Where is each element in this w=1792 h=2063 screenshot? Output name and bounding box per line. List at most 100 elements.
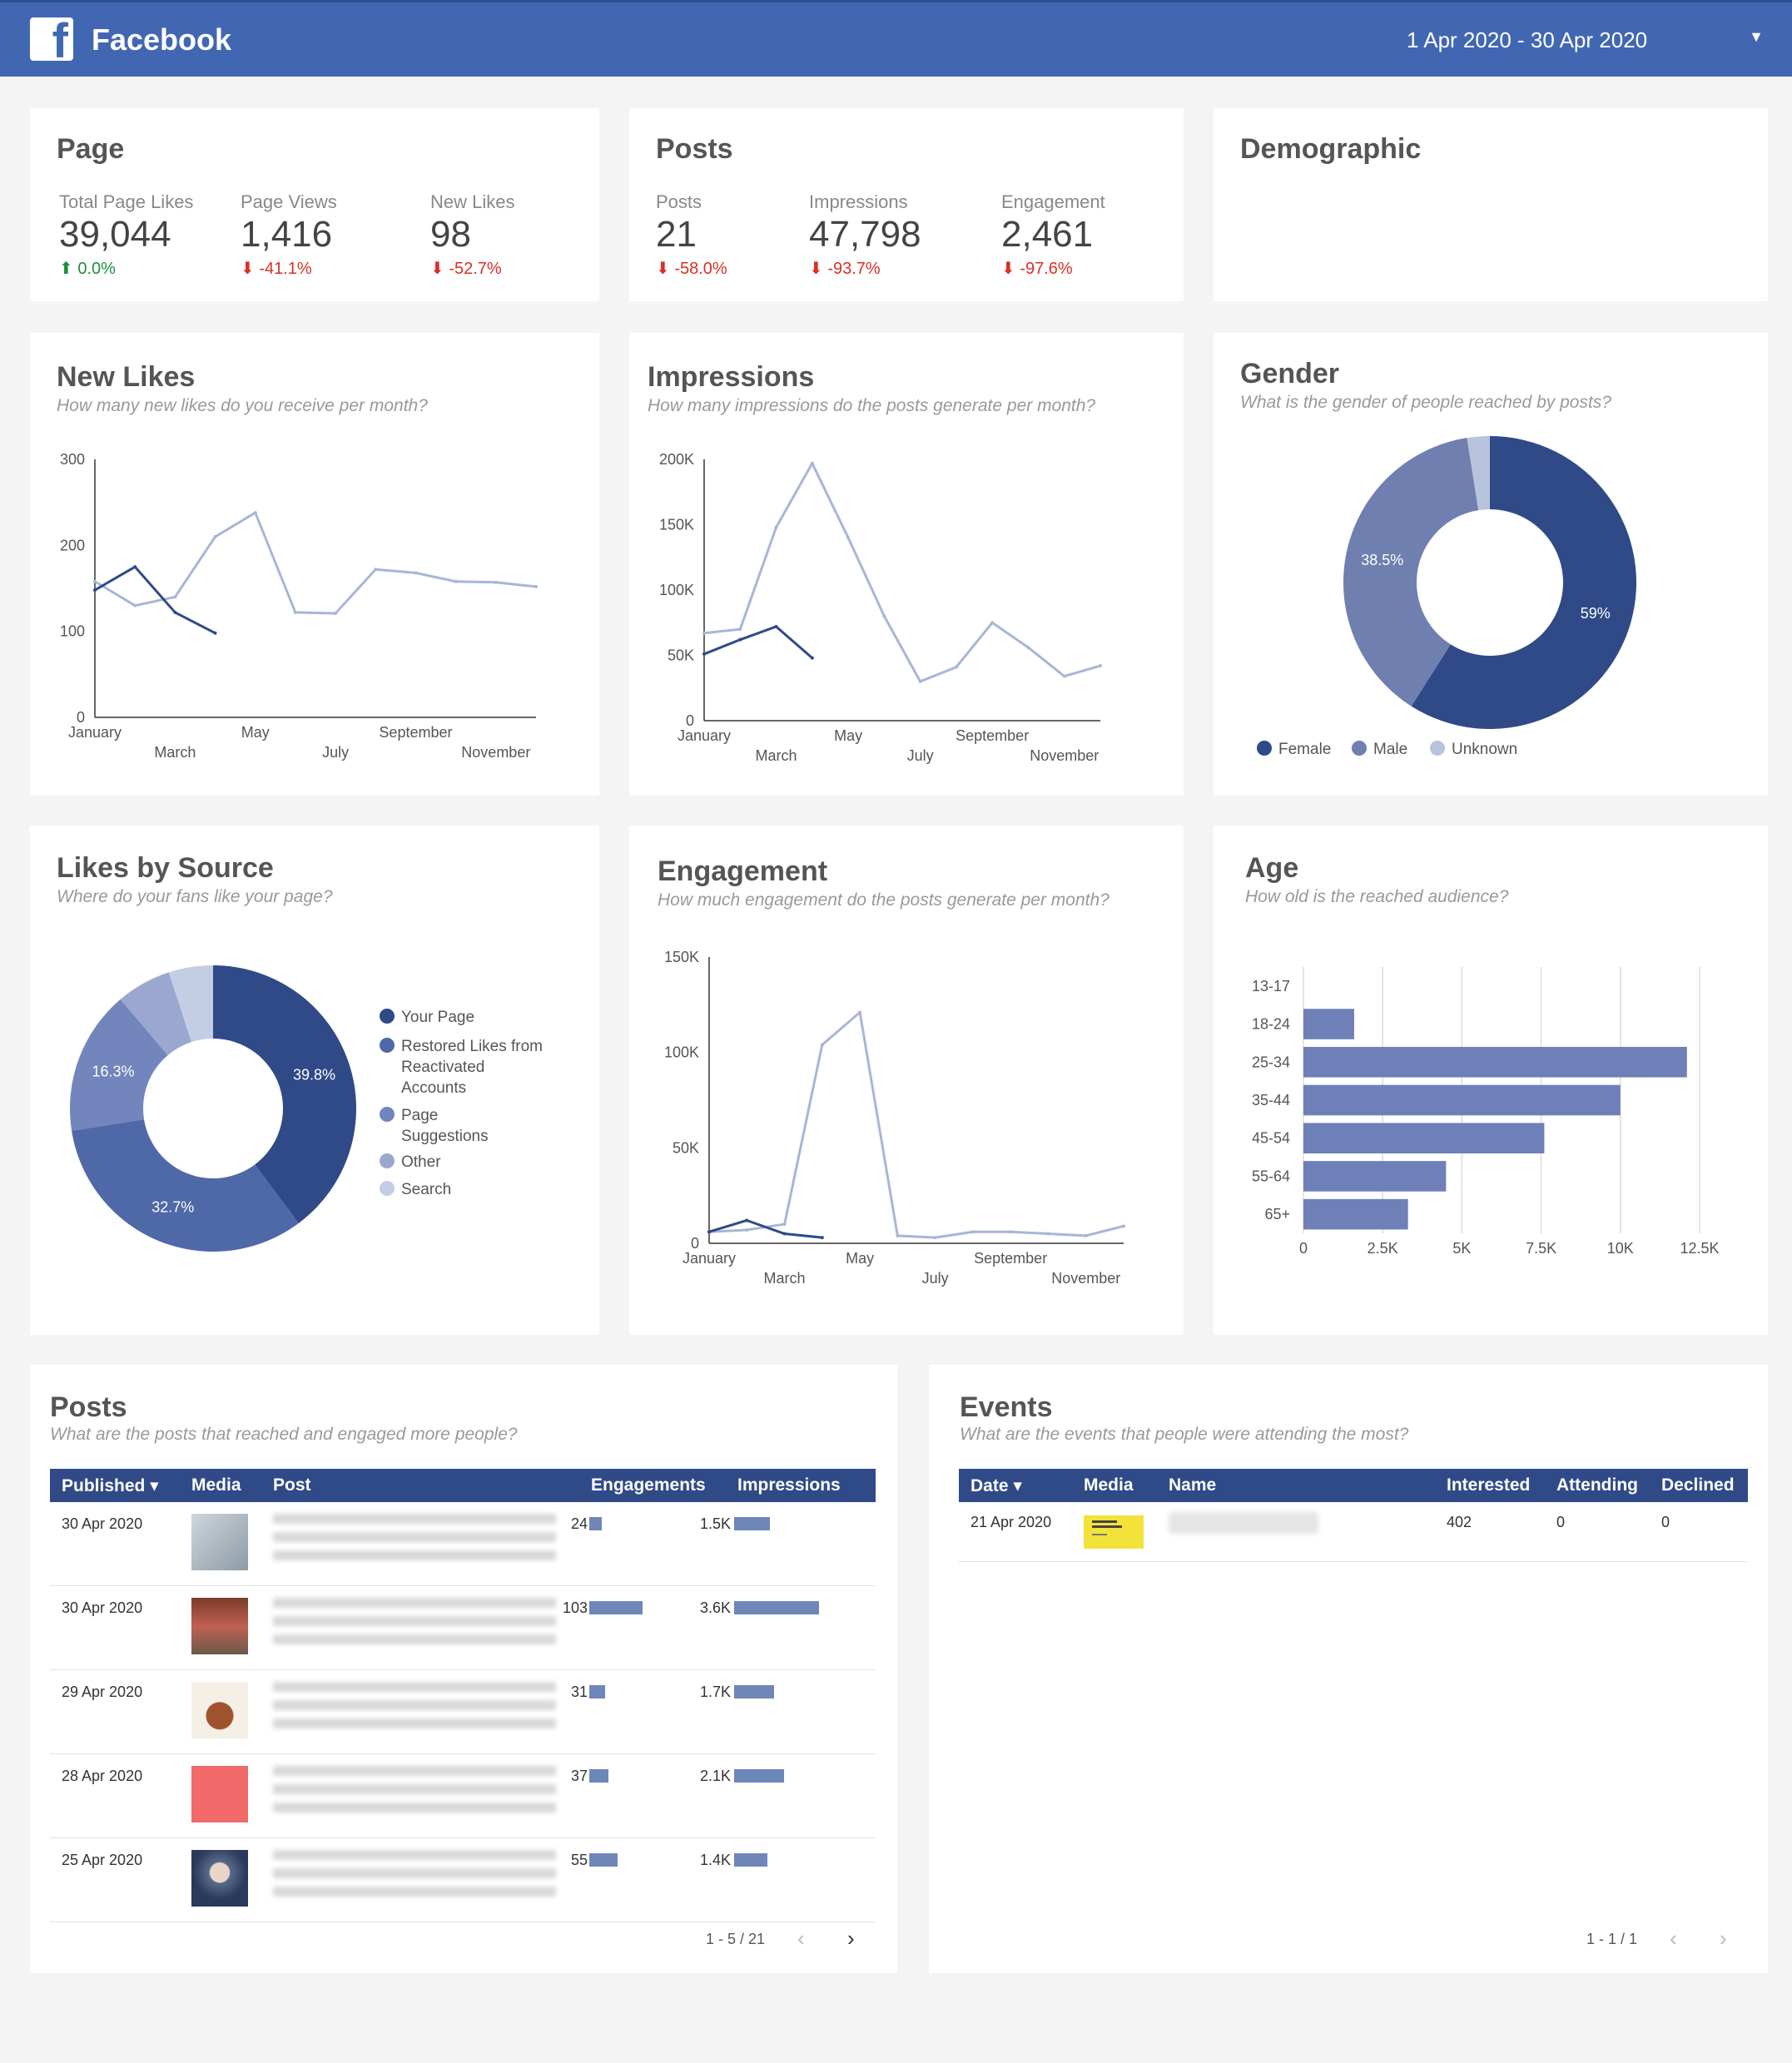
column-header-attending[interactable]: Attending: [1556, 1475, 1638, 1495]
pie-slice[interactable]: [1411, 436, 1636, 729]
x-tick-label: July: [922, 1270, 949, 1287]
y-tick-label: 300: [60, 451, 85, 468]
column-header-engagements[interactable]: Engagements: [591, 1475, 706, 1495]
date-range-picker[interactable]: 1 Apr 2020 - 30 Apr 2020: [1407, 27, 1648, 52]
post-media-thumbnail[interactable]: [191, 1514, 248, 1570]
pie-slice[interactable]: [213, 965, 356, 1223]
impressions-bar: [734, 1601, 819, 1614]
chevron-down-icon[interactable]: ▼: [1749, 28, 1764, 45]
column-header-media[interactable]: Media: [191, 1475, 241, 1495]
event-attending: 0: [1556, 1514, 1566, 1530]
pie-slice[interactable]: [168, 965, 213, 1043]
x-tick-label: March: [154, 744, 196, 761]
column-header-post[interactable]: Post: [273, 1475, 311, 1495]
card-title: Posts: [656, 133, 733, 165]
table-row[interactable]: 25 Apr 2020 55 1.4K: [50, 1838, 876, 1922]
data-point: [702, 631, 706, 635]
table-row[interactable]: 30 Apr 2020 24 1.5K: [50, 1502, 876, 1586]
y-tick-label: 13-17: [1252, 978, 1290, 994]
bar[interactable]: [1303, 1084, 1621, 1116]
table-row[interactable]: 30 Apr 2020 103 3.6K: [50, 1586, 876, 1670]
column-header-published[interactable]: Published ▾: [62, 1476, 159, 1495]
series-line-1: [703, 625, 813, 659]
slice-label: 38.5%: [1361, 552, 1403, 568]
kpi-label: Total Page Likes: [59, 191, 194, 212]
column-header-name[interactable]: Name: [1169, 1475, 1217, 1495]
data-point: [774, 624, 778, 628]
x-tick-label: September: [379, 724, 452, 741]
table-title: Posts: [50, 1391, 127, 1423]
data-point: [1099, 664, 1102, 668]
event-date: 21 Apr 2020: [970, 1514, 1052, 1530]
bar[interactable]: [1303, 1123, 1545, 1153]
post-engagements: 103: [562, 1599, 588, 1616]
y-tick-label: 0: [686, 712, 694, 729]
bar[interactable]: [1303, 1009, 1354, 1039]
data-point: [173, 595, 177, 599]
post-impressions: 1.7K: [699, 1684, 731, 1700]
data-point: [745, 1227, 749, 1232]
data-point: [133, 603, 137, 607]
data-point: [213, 535, 217, 538]
x-tick-label: 0: [1299, 1240, 1308, 1257]
data-point: [858, 1010, 862, 1014]
pie-slice[interactable]: [72, 1119, 299, 1252]
chevron-right-icon[interactable]: ›: [1720, 1926, 1727, 1951]
data-point: [774, 525, 778, 529]
kpi-total-page-likes: Total Page Likes 39,044 ⬆ 0.0%: [59, 191, 193, 279]
post-media-thumbnail[interactable]: [191, 1682, 248, 1738]
column-header-interested[interactable]: Interested: [1447, 1475, 1531, 1495]
bar[interactable]: [1303, 1047, 1687, 1078]
column-header-date[interactable]: Date ▾: [970, 1476, 1022, 1495]
legend-item-male: Male: [1352, 740, 1407, 759]
impressions-bar: [734, 1685, 774, 1699]
data-point: [1122, 1224, 1125, 1228]
kpi-delta: ⬇ -41.1%: [241, 260, 312, 278]
series-line-0: [703, 462, 1101, 683]
table-row[interactable]: 21 Apr 2020 402 0 0: [959, 1502, 1748, 1562]
table-row[interactable]: 29 Apr 2020 31 1.7K: [50, 1670, 876, 1754]
arrow-down-icon: ⬇: [809, 260, 823, 278]
table-subtitle: What are the posts that reached and enga…: [50, 1425, 518, 1444]
impressions-bar: [734, 1517, 770, 1530]
chevron-left-icon[interactable]: ‹: [797, 1926, 805, 1951]
header-bar: f Facebook 1 Apr 2020 - 30 Apr 2020 ▼: [0, 0, 1792, 77]
chart-subtitle: How much engagement do the posts generat…: [658, 890, 1109, 910]
column-header-declined[interactable]: Declined: [1661, 1475, 1735, 1495]
post-media-thumbnail[interactable]: [191, 1598, 248, 1654]
engagements-bar: [589, 1853, 618, 1867]
chevron-left-icon[interactable]: ‹: [1670, 1926, 1677, 1951]
legend-item-other: Other: [380, 1153, 441, 1172]
y-tick-label: 50K: [673, 1139, 699, 1156]
column-header-media[interactable]: Media: [1084, 1475, 1134, 1495]
post-impressions: 3.6K: [699, 1599, 731, 1616]
table-row[interactable]: 28 Apr 2020 37 2.1K: [50, 1754, 876, 1838]
engagements-bar: [589, 1601, 643, 1614]
bar[interactable]: [1303, 1198, 1408, 1230]
pie-slice[interactable]: [1467, 436, 1490, 511]
arrow-up-icon: ⬆: [59, 260, 73, 278]
data-point: [454, 579, 458, 583]
table-subtitle: What are the events that people were att…: [960, 1425, 1409, 1444]
post-engagements: 24: [570, 1515, 588, 1532]
post-media-thumbnail[interactable]: [191, 1850, 248, 1907]
pie-slice[interactable]: [120, 972, 192, 1055]
data-point: [782, 1222, 787, 1227]
kpi-label: Page Views: [241, 191, 337, 212]
data-point: [738, 627, 742, 632]
legend-item-unknown: Unknown: [1430, 740, 1517, 759]
chevron-right-icon[interactable]: ›: [847, 1926, 855, 1951]
kpi-value: 2,461: [1001, 214, 1094, 255]
legend-item-female: Female: [1257, 740, 1331, 759]
x-tick-label: May: [241, 724, 270, 741]
card-title: Demographic: [1240, 133, 1422, 165]
post-text-redacted: [273, 1766, 556, 1821]
chart-subtitle: How old is the reached audience?: [1245, 887, 1509, 906]
column-header-impressions[interactable]: Impressions: [737, 1475, 841, 1495]
pie-slice[interactable]: [70, 999, 168, 1131]
bar[interactable]: [1303, 1161, 1447, 1192]
kpi-delta: ⬇ -58.0%: [656, 260, 727, 278]
kpi-value: 39,044: [59, 214, 171, 255]
post-media-thumbnail[interactable]: [191, 1766, 248, 1822]
pie-slice[interactable]: [1343, 438, 1479, 707]
